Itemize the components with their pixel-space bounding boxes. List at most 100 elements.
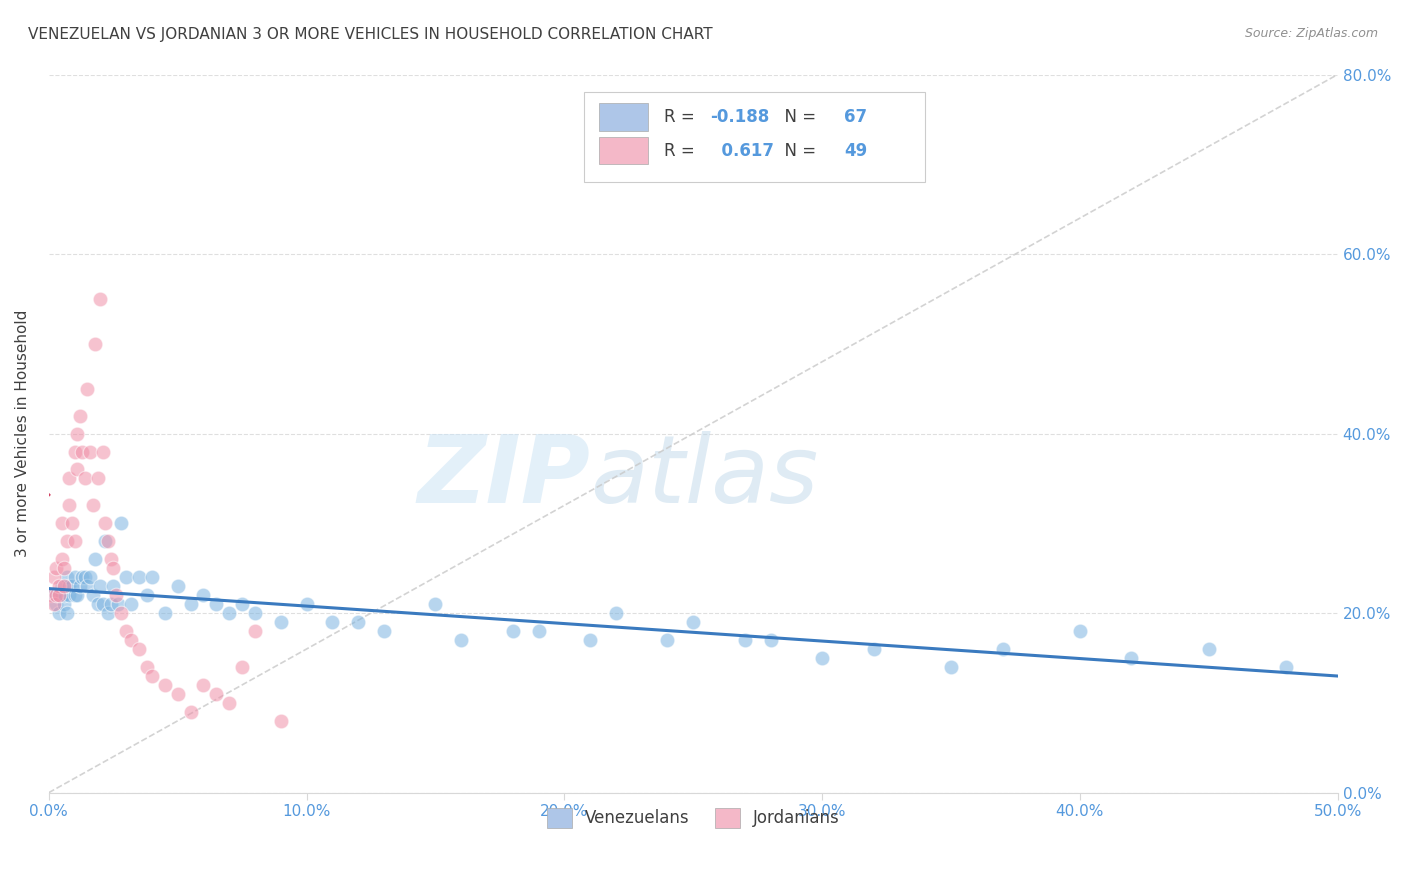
- Point: [60, 579, 83, 593]
- Point: [56, 606, 79, 620]
- Point: [53, 579, 76, 593]
- Point: [425, 597, 447, 611]
- Point: [73, 570, 96, 584]
- Point: [53, 561, 76, 575]
- Point: [45, 561, 67, 575]
- Point: [180, 705, 202, 719]
- Text: VENEZUELAN VS JORDANIAN 3 OR MORE VEHICLES IN HOUSEHOLD CORRELATION CHART: VENEZUELAN VS JORDANIAN 3 OR MORE VEHICL…: [28, 27, 713, 42]
- Point: [48, 588, 70, 602]
- Text: -0.188: -0.188: [710, 108, 769, 126]
- Point: [48, 606, 70, 620]
- Text: 0.617: 0.617: [710, 142, 773, 160]
- Point: [605, 606, 627, 620]
- Point: [110, 606, 132, 620]
- Text: R =: R =: [664, 142, 700, 160]
- Point: [128, 642, 150, 657]
- Point: [243, 624, 266, 638]
- Text: N =: N =: [775, 142, 821, 160]
- Point: [63, 588, 86, 602]
- Point: [939, 660, 962, 674]
- Y-axis label: 3 or more Vehicles in Household: 3 or more Vehicles in Household: [15, 310, 30, 558]
- Legend: Venezuelans, Jordanians: Venezuelans, Jordanians: [540, 801, 846, 835]
- Point: [97, 534, 120, 549]
- Point: [100, 552, 122, 566]
- Point: [58, 588, 80, 602]
- Point: [89, 292, 111, 306]
- Point: [231, 597, 253, 611]
- Point: [135, 660, 157, 674]
- Point: [1198, 642, 1220, 657]
- Point: [79, 444, 101, 458]
- Point: [51, 579, 73, 593]
- Text: N =: N =: [775, 108, 821, 126]
- Point: [115, 624, 138, 638]
- Point: [56, 570, 79, 584]
- Point: [682, 615, 704, 629]
- Point: [91, 444, 114, 458]
- Point: [193, 588, 215, 602]
- Point: [193, 678, 215, 692]
- Point: [45, 588, 67, 602]
- Point: [51, 516, 73, 531]
- Point: [153, 606, 176, 620]
- Point: [104, 588, 127, 602]
- Point: [110, 516, 132, 531]
- Point: [63, 570, 86, 584]
- Point: [120, 597, 142, 611]
- Point: [72, 570, 94, 584]
- Point: [89, 579, 111, 593]
- Point: [84, 552, 107, 566]
- Point: [69, 579, 91, 593]
- FancyBboxPatch shape: [599, 137, 648, 164]
- Point: [243, 606, 266, 620]
- Point: [66, 426, 89, 441]
- Point: [450, 633, 472, 648]
- Point: [76, 579, 98, 593]
- Point: [72, 444, 94, 458]
- Point: [45, 597, 67, 611]
- Point: [51, 552, 73, 566]
- Point: [66, 462, 89, 476]
- Point: [79, 570, 101, 584]
- Point: [63, 534, 86, 549]
- Text: 49: 49: [844, 142, 868, 160]
- Point: [76, 382, 98, 396]
- Text: 67: 67: [844, 108, 868, 126]
- Point: [120, 633, 142, 648]
- Point: [502, 624, 524, 638]
- Point: [97, 606, 120, 620]
- Point: [1121, 651, 1143, 665]
- Point: [1275, 660, 1298, 674]
- Point: [991, 642, 1014, 657]
- Point: [58, 499, 80, 513]
- Point: [270, 615, 292, 629]
- Point: [42, 588, 65, 602]
- Point: [579, 633, 602, 648]
- Point: [734, 633, 756, 648]
- Point: [53, 588, 76, 602]
- Point: [42, 570, 65, 584]
- Point: [91, 597, 114, 611]
- Text: Source: ZipAtlas.com: Source: ZipAtlas.com: [1244, 27, 1378, 40]
- Point: [82, 588, 104, 602]
- Point: [128, 570, 150, 584]
- Point: [759, 633, 782, 648]
- Point: [94, 534, 117, 549]
- Point: [141, 669, 163, 683]
- Point: [103, 579, 125, 593]
- Point: [218, 606, 240, 620]
- Point: [100, 597, 122, 611]
- Point: [811, 651, 834, 665]
- Point: [153, 678, 176, 692]
- Point: [58, 471, 80, 485]
- Text: R =: R =: [664, 108, 700, 126]
- Point: [321, 615, 343, 629]
- Point: [60, 516, 83, 531]
- Point: [51, 588, 73, 602]
- Point: [205, 597, 228, 611]
- Point: [270, 714, 292, 728]
- FancyBboxPatch shape: [599, 103, 648, 130]
- Point: [82, 499, 104, 513]
- Point: [347, 615, 370, 629]
- Point: [527, 624, 550, 638]
